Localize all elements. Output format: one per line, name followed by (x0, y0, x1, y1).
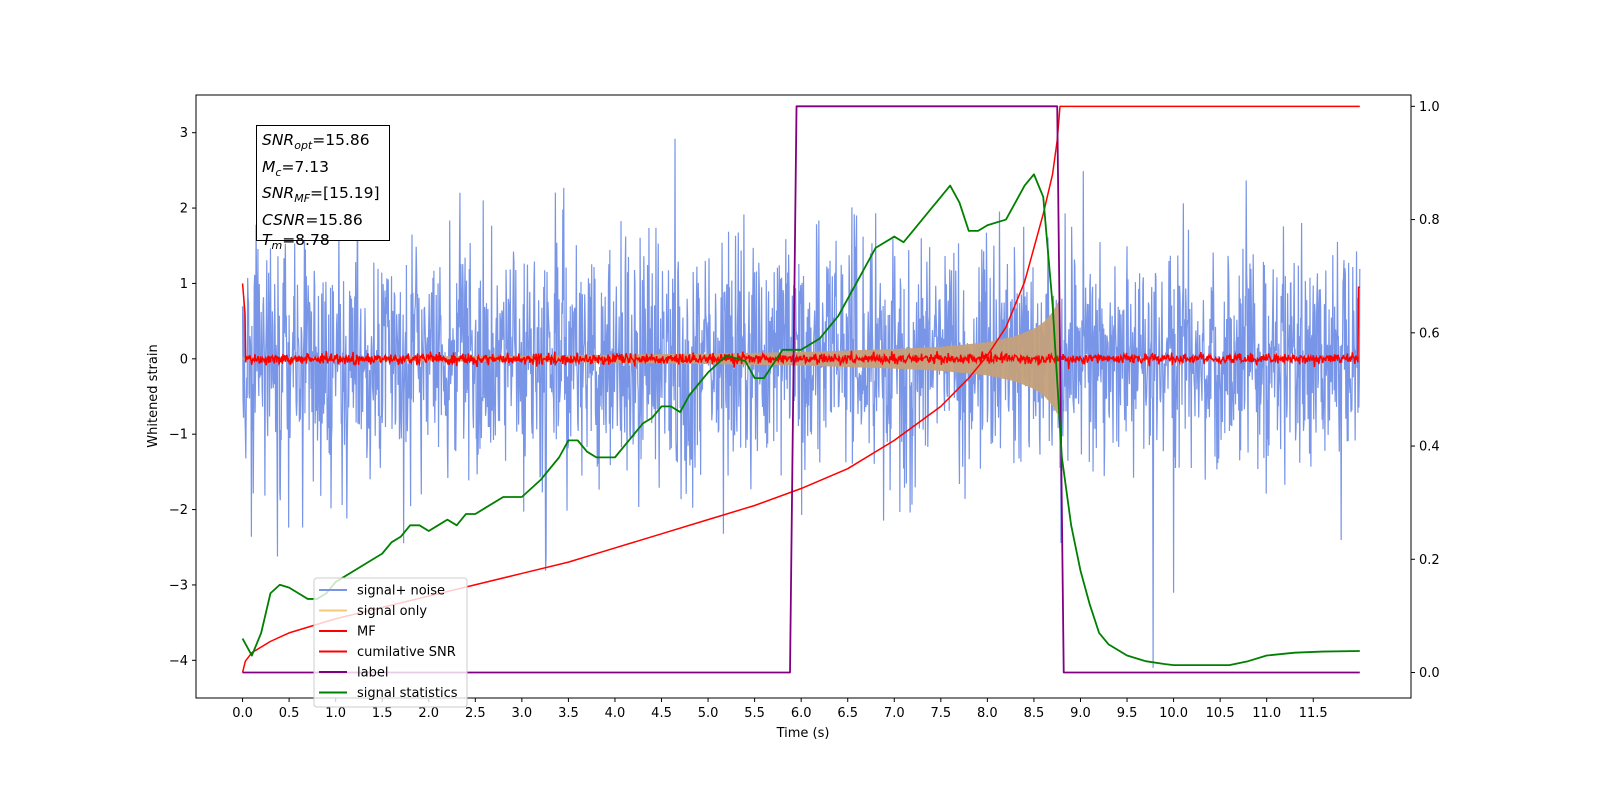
y-axis-title: Whitened strain (146, 344, 161, 447)
y2-tick-label: 0.6 (1419, 326, 1440, 341)
series-label (242, 105, 1360, 674)
annotation-value: =15.86 (305, 210, 363, 229)
legend-label: label (357, 666, 388, 681)
x-tick-label: 7.5 (930, 706, 951, 721)
x-tick-label: 11.5 (1299, 706, 1328, 721)
x-tick-label: 4.5 (651, 706, 672, 721)
x-tick-label: 5.5 (744, 706, 765, 721)
annotation-subscript: MF (294, 192, 311, 206)
annotation-symbol: SNR (262, 131, 295, 149)
x-tick-label: 9.5 (1117, 706, 1138, 721)
y2-tick-label: 0.0 (1419, 666, 1440, 681)
y-tick-label: −3 (169, 578, 188, 593)
annotation-line: CSNR=15.86 (262, 210, 384, 231)
annotation-subscript: c (275, 165, 282, 179)
x-tick-label: 10.0 (1159, 706, 1188, 721)
series-signal-noise (241, 138, 1361, 668)
x-tick-label: 8.0 (977, 706, 998, 721)
y-tick-label: 0 (180, 352, 188, 367)
annotation-value: =15.86 (312, 131, 370, 149)
legend-label: cumilative SNR (357, 645, 456, 660)
legend-label: signal statistics (357, 686, 458, 701)
x-tick-label: 2.5 (465, 706, 486, 721)
x-tick-label: 6.0 (791, 706, 812, 721)
y-axis-right: 1.0 0.8 0.6 0.4 0.2 0.0 (1411, 100, 1440, 681)
annotation-symbol: M (262, 157, 276, 176)
x-tick-label: 6.5 (837, 706, 858, 721)
annotation-value: =7.13 (281, 157, 329, 176)
x-tick-label: 7.0 (884, 706, 905, 721)
annotation-value: =[15.19] (310, 184, 380, 203)
y-axis-left: 3 2 1 0 −1 −2 −3 −4 (169, 126, 196, 669)
x-tick-label: 8.5 (1024, 706, 1045, 721)
annotation-line: SNRopt=15.86 (262, 130, 384, 157)
legend-label: MF (357, 625, 376, 640)
x-tick-label: 0.5 (279, 706, 300, 721)
y-tick-label: −2 (169, 503, 188, 518)
legend-frame (313, 577, 468, 708)
legend-label: signal+ noise (357, 584, 445, 599)
y-tick-label: 2 (180, 202, 188, 217)
x-axis-title: Time (s) (776, 726, 830, 741)
x-tick-label: 3.0 (512, 706, 533, 721)
x-tick-label: 0.0 (232, 706, 253, 721)
annotation-symbol: T (262, 231, 272, 250)
y-tick-label: 3 (180, 126, 188, 141)
annotation-subscript: opt (294, 139, 313, 153)
x-tick-label: 11.0 (1252, 706, 1281, 721)
x-tick-label: 9.0 (1070, 706, 1091, 721)
x-tick-label: 2.0 (418, 706, 439, 721)
annotation-box: SNRopt=15.86 Mc=7.13 SNRMF=[15.19] CSNR=15.… (256, 125, 390, 252)
annotation-line: Mc=7.13 (262, 157, 384, 184)
y2-tick-label: 0.4 (1419, 440, 1440, 455)
annotation-line: Tm=8.78 (262, 230, 384, 257)
annotation-value: =8.78 (282, 231, 330, 250)
x-tick-label: 3.5 (558, 706, 579, 721)
y-tick-label: −4 (169, 654, 188, 669)
y2-tick-label: 0.8 (1419, 213, 1440, 228)
x-tick-label: 4.0 (605, 706, 626, 721)
annotation-symbol: SNR (262, 184, 295, 203)
x-tick-label: 5.0 (698, 706, 719, 721)
legend: signal+ noise signal only MF cumilative SNR… (313, 577, 468, 708)
series-signal-statistics (241, 173, 1360, 667)
x-axis: 0.0 0.5 1.0 1.5 2.0 2.5 3.0 3.5 4.0 4.5 5.0 5.5 6.0 6… (232, 698, 1328, 721)
y2-tick-label: 0.2 (1419, 553, 1440, 568)
legend-label: signal only (357, 604, 427, 619)
y2-tick-label: 1.0 (1419, 100, 1440, 115)
x-tick-label: 10.5 (1206, 706, 1235, 721)
y-tick-label: 1 (180, 277, 188, 292)
annotation-line: SNRMF=[15.19] (262, 183, 384, 210)
x-tick-label: 1.5 (372, 706, 393, 721)
y-tick-label: −1 (169, 428, 188, 443)
annotation-subscript: m (271, 239, 283, 253)
series-mf (241, 283, 1360, 370)
annotation-symbol: CSNR (262, 210, 306, 229)
x-tick-label: 1.0 (325, 706, 346, 721)
plot-frame (195, 94, 1412, 699)
